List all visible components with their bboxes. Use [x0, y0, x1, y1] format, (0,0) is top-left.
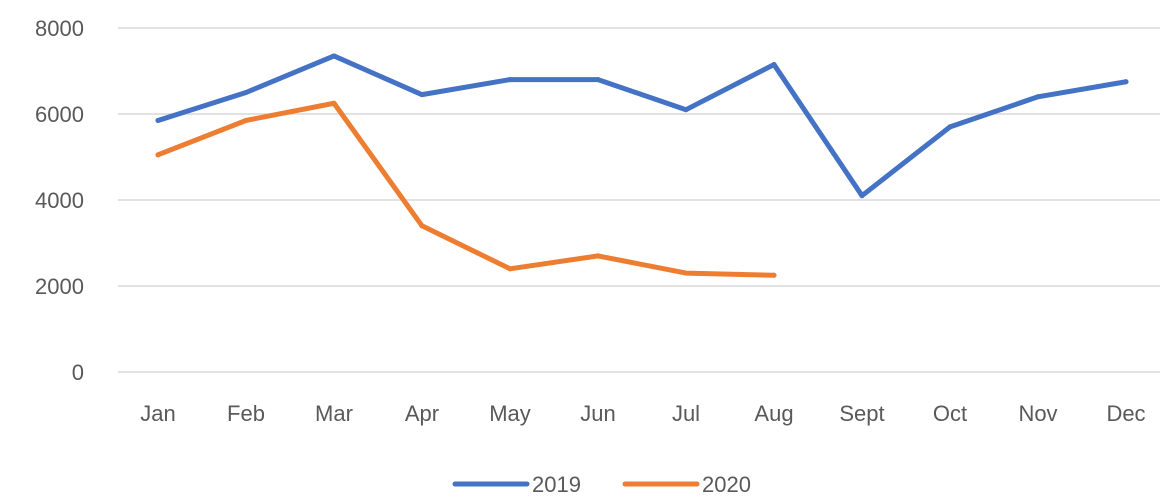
series-line-2019 [155, 53, 1129, 199]
legend-label: 2019 [532, 472, 581, 497]
x-tick-label: Jan [140, 401, 175, 426]
series-lines [155, 53, 1129, 278]
x-tick-label: Mar [315, 401, 353, 426]
data-point-2019 [1123, 79, 1129, 85]
legend-item-2019: 2019 [452, 472, 581, 497]
data-point-2019 [1035, 94, 1041, 100]
x-tick-label: Jul [672, 401, 700, 426]
series-line-2020 [155, 100, 777, 278]
y-tick-label: 2000 [35, 274, 84, 299]
x-tick-label: Feb [227, 401, 265, 426]
y-tick-label: 6000 [35, 102, 84, 127]
legend-label: 2020 [702, 472, 751, 497]
y-axis-tick-labels: 0 2000 4000 6000 8000 [35, 16, 84, 385]
data-point-2019 [947, 124, 953, 130]
data-point-2019 [243, 90, 249, 95]
data-point-2020 [595, 253, 601, 259]
x-tick-label: Oct [933, 401, 967, 426]
x-tick-label: Jun [580, 401, 615, 426]
data-point-2019 [595, 77, 601, 83]
legend: 2019 2020 [452, 472, 751, 497]
data-point-2020 [155, 152, 161, 158]
data-point-2020 [331, 100, 337, 106]
data-point-2020 [507, 266, 513, 272]
y-tick-label: 0 [72, 360, 84, 385]
data-point-2020 [771, 272, 777, 278]
data-point-2020 [419, 223, 425, 229]
x-tick-label: Nov [1018, 401, 1057, 426]
y-tick-label: 8000 [35, 16, 84, 41]
data-point-2019 [507, 77, 513, 83]
data-point-2020 [683, 270, 689, 276]
data-point-2019 [683, 107, 689, 113]
x-tick-label: Dec [1106, 401, 1145, 426]
x-tick-label: Sept [839, 401, 884, 426]
x-axis-tick-labels: Jan Feb Mar Apr May Jun Jul Aug Sept Oct Nov Dec [140, 401, 1145, 426]
data-point-2019 [419, 92, 425, 98]
x-tick-label: May [489, 401, 531, 426]
x-tick-label: Aug [754, 401, 793, 426]
x-tick-label: Apr [405, 401, 439, 426]
data-point-2019 [859, 193, 865, 199]
data-point-2019 [155, 117, 161, 123]
data-point-2019 [771, 62, 777, 68]
data-point-2020 [243, 117, 249, 123]
data-point-2019 [331, 53, 337, 59]
y-tick-label: 4000 [35, 188, 84, 213]
legend-item-2020: 2020 [622, 472, 751, 497]
